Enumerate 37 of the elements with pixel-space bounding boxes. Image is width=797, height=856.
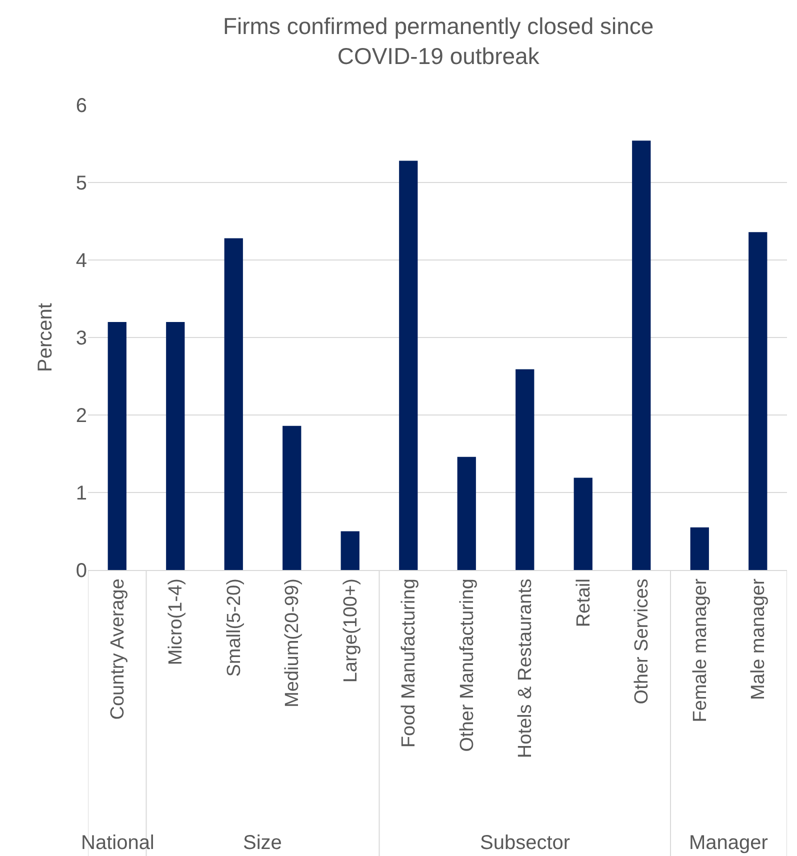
bar bbox=[632, 140, 651, 570]
y-tick-label: 3 bbox=[76, 328, 87, 350]
y-tick-label: 5 bbox=[76, 172, 87, 194]
y-tick-label: 6 bbox=[76, 95, 87, 117]
x-tick-label: Food Manufacturing bbox=[398, 578, 420, 748]
bar bbox=[224, 238, 243, 570]
text: Subsector bbox=[480, 832, 570, 854]
y-tick-label: 1 bbox=[76, 482, 87, 504]
bar bbox=[574, 478, 592, 570]
x-tick-label: Other Services bbox=[632, 578, 653, 704]
bar bbox=[166, 322, 185, 570]
x-tick-label: Small(5-20) bbox=[224, 578, 245, 677]
x-tick-label: Female manager bbox=[690, 578, 711, 722]
text: National bbox=[81, 832, 154, 854]
x-tick-label: Large(100+) bbox=[340, 578, 362, 683]
text: Size bbox=[243, 832, 282, 854]
chart-title: Firms confirmed permanently closed since COVID-19 outbreak bbox=[222, 13, 654, 70]
x-tick-label: Male manager bbox=[748, 578, 770, 700]
bar bbox=[108, 322, 126, 570]
bar bbox=[748, 232, 768, 570]
bar bbox=[457, 456, 476, 570]
bar bbox=[516, 369, 534, 570]
y-axis-title: Percent bbox=[34, 302, 56, 372]
x-tick-label: Retail bbox=[573, 578, 594, 628]
x-tick-label: Medium(20-99) bbox=[282, 578, 304, 708]
bar bbox=[399, 160, 418, 570]
x-tick-label: Micro(1-4) bbox=[166, 578, 187, 666]
y-tick-label: 2 bbox=[76, 405, 87, 427]
x-tick-label: Hotels & Restaurants bbox=[515, 578, 536, 758]
y-tick-label: 0 bbox=[76, 560, 87, 582]
x-tick-label: Country Average bbox=[107, 578, 128, 720]
bar bbox=[690, 527, 709, 570]
bar bbox=[340, 531, 360, 570]
x-tick-label: Other Manufacturing bbox=[456, 578, 478, 752]
text: Manager bbox=[689, 832, 768, 854]
bar bbox=[282, 426, 302, 570]
y-tick-label: 4 bbox=[76, 250, 87, 272]
